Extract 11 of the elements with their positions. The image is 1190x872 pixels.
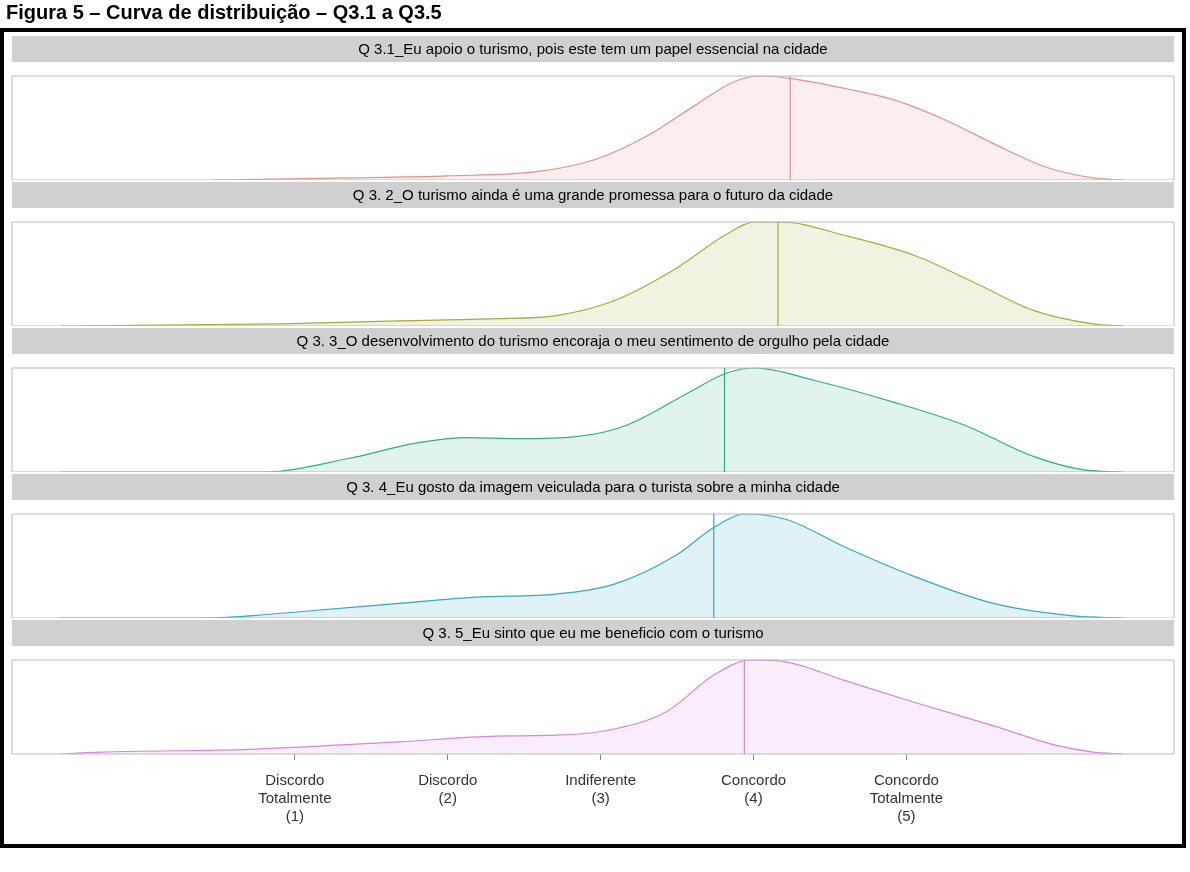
x-tick-label: Discordo Totalmente (1) xyxy=(258,771,332,825)
chart-title: Q 3. 2_O turismo ainda é uma grande promessa para o futuro da cidade xyxy=(12,182,1174,208)
chart-title: Q 3. 4_Eu gosto da imagem veiculada para o turista sobre a minha cidade xyxy=(12,474,1174,500)
text: Figura 5 – Curva de distribuição – Q3.1 a Q3.5 xyxy=(5,0,443,25)
chart-title: Q 3.1_Eu apoio o turismo, pois este tem um papel essencial na cidade xyxy=(12,36,1174,62)
chart-title: Q 3. 5_Eu sinto que eu me beneficio com o turismo xyxy=(12,620,1174,646)
chart-title: Q 3. 3_O desenvolvimento do turismo encoraja o meu sentimento de orgulho pela cidade xyxy=(12,328,1174,354)
x-tick-label: Concordo Totalmente (5) xyxy=(869,771,944,825)
x-tick-label: Indiferente (3) xyxy=(565,771,637,807)
x-tick-label: Concordo (4) xyxy=(721,771,787,807)
x-tick-label: Discordo (2) xyxy=(418,771,478,807)
